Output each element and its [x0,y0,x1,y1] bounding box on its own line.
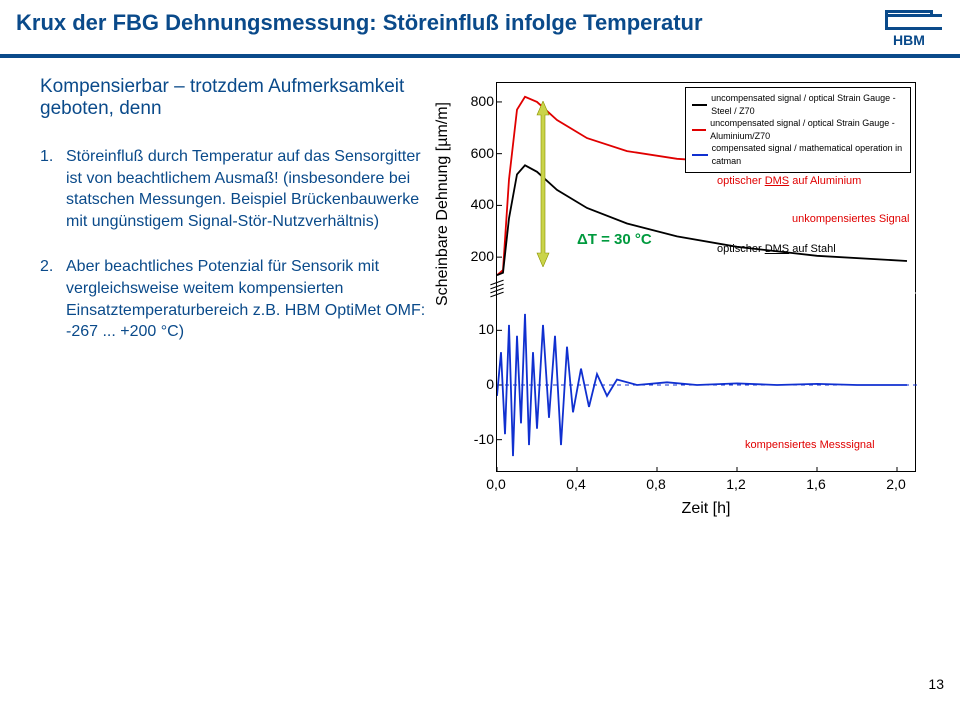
hbm-logo: HBM [874,10,944,48]
annot-dms-steel: optischer DMS auf Stahl [717,243,836,255]
legend-swatch-0 [692,104,707,106]
page-number: 13 [928,676,944,692]
x-tick-label: 0,8 [646,476,665,492]
legend-row-2: compensated signal / mathematical operat… [692,142,904,167]
title-band: Krux der FBG Dehnungsmessung: Störeinflu… [0,0,960,58]
y-tick-label: 0 [454,376,494,392]
points-list: Störeinfluß durch Temperatur auf das Sen… [40,146,430,343]
chart: Scheinbare Dehnung [µm/m] uncompensated … [440,76,940,536]
x-tick-label: 2,0 [886,476,905,492]
point-1: Störeinfluß durch Temperatur auf das Sen… [40,146,430,232]
annot-komp: kompensiertes Messsignal [745,439,875,451]
legend-text-2: compensated signal / mathematical operat… [712,142,904,167]
legend-text-1: uncompensated signal / optical Strain Ga… [710,117,904,142]
plot-frame: uncompensated signal / optical Strain Ga… [496,82,916,472]
legend-swatch-1 [692,129,706,131]
legend: uncompensated signal / optical Strain Ga… [685,87,911,173]
legend-row-1: uncompensated signal / optical Strain Ga… [692,117,904,142]
legend-swatch-2 [692,154,708,156]
content: Kompensierbar – trotzdem Aufmerksamkeit … [0,58,960,536]
hbm-logo-mark [885,10,933,30]
legend-row-0: uncompensated signal / optical Strain Ga… [692,92,904,117]
y-tick-label: 600 [454,145,494,161]
annot-unkomp: unkompensiertes Signal [792,213,909,225]
x-tick-label: 1,2 [726,476,745,492]
annot-dms-alu: optischer DMS auf Aluminium [717,175,861,187]
y-tick-label: 400 [454,196,494,212]
y-tick-label: -10 [454,431,494,447]
subtitle: Kompensierbar – trotzdem Aufmerksamkeit … [40,76,430,120]
page-title: Krux der FBG Dehnungsmessung: Störeinflu… [16,10,703,36]
legend-text-0: uncompensated signal / optical Strain Ga… [711,92,904,117]
hbm-logo-text: HBM [893,32,925,48]
x-tick-label: 0,0 [486,476,505,492]
point-2: Aber beachtliches Potenzial für Sensorik… [40,256,430,342]
x-tick-label: 0,4 [566,476,585,492]
vertical-arrow-icon [535,101,551,267]
y-axis-label: Scheinbare Dehnung [µm/m] [434,102,452,306]
y-tick-label: 800 [454,93,494,109]
x-axis-label: Zeit [h] [496,500,916,518]
y-tick-label: 10 [454,321,494,337]
y-tick-label: 200 [454,248,494,264]
axis-break-bottom [490,290,504,296]
left-column: Kompensierbar – trotzdem Aufmerksamkeit … [40,76,430,536]
x-tick-label: 1,6 [806,476,825,492]
delta-t-label: ΔT = 30 °C [577,231,652,248]
